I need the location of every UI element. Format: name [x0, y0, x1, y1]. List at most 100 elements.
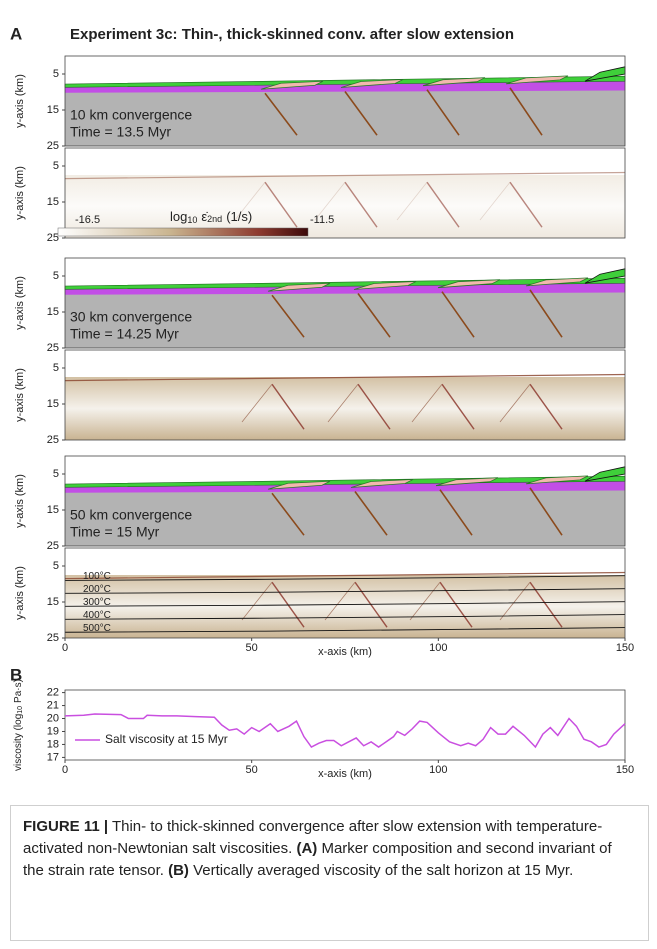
strain-field — [65, 377, 625, 440]
y-axis-label-part: 10 — [17, 706, 24, 714]
y-tick-label: 25 — [47, 632, 59, 644]
shear-band — [324, 581, 356, 621]
y-tick-label: 18 — [47, 738, 59, 750]
shear-band — [499, 383, 531, 423]
shear-band — [271, 383, 305, 430]
shear-band — [529, 383, 563, 430]
shear-band — [396, 181, 428, 221]
panel-annotation: Time = 14.25 Myr — [70, 326, 179, 342]
colorbar-label-part: (1/s) — [226, 209, 252, 224]
colorbar-min: -16.5 — [75, 214, 100, 226]
basement — [65, 488, 625, 546]
y-tick-label: 25 — [47, 232, 59, 244]
plot-frame — [64, 689, 626, 761]
y-tick-label: 25 — [47, 540, 59, 552]
panel-label: B — [10, 665, 22, 684]
shear-band — [241, 383, 273, 423]
shear-band — [509, 181, 543, 228]
fault — [529, 289, 563, 338]
thrust-wedge — [525, 277, 589, 287]
isotherm — [64, 575, 626, 581]
y-tick-label: 15 — [47, 504, 59, 516]
fault — [344, 91, 378, 136]
y-axis-label: y-axis (km) — [14, 368, 26, 422]
y-axis-label-part: Pa·s) — [13, 679, 24, 703]
y-tick-label: 15 — [47, 596, 59, 608]
isotherm — [64, 614, 626, 620]
subpanel-frame — [64, 147, 626, 239]
shear-band — [409, 581, 441, 621]
isotherm-label: 500°C — [83, 623, 111, 634]
y-tick-label: 20 — [47, 712, 59, 724]
shear-band — [314, 181, 346, 221]
y-tick-label: 5 — [53, 560, 59, 572]
y-tick-label: 5 — [53, 68, 59, 80]
fault — [271, 492, 305, 536]
thrust-wedge — [267, 480, 331, 490]
fault — [354, 491, 388, 536]
basement — [65, 290, 625, 348]
y-tick-label: 15 — [47, 398, 59, 410]
caption-ref: (B) — [168, 862, 189, 879]
y-tick-label: 15 — [47, 196, 59, 208]
y-tick-label: 15 — [47, 306, 59, 318]
colorbar-label: log10 ε̇2nd (1/s) — [170, 209, 252, 225]
isotherm — [64, 601, 626, 607]
fault — [441, 291, 475, 338]
x-axis-label: x-axis (km) — [318, 646, 372, 658]
shear-band — [439, 581, 473, 628]
panel-annotation: 50 km convergence — [70, 507, 192, 523]
subpanel-frame — [64, 55, 626, 147]
panel-title: Experiment 3c: Thin-, thick-skinned conv… — [70, 26, 514, 43]
thrust-wedge — [267, 282, 331, 292]
caption-text: Marker composition and second invariant … — [23, 840, 612, 879]
shear-band — [426, 181, 460, 228]
colorbar-max: -11.5 — [310, 214, 334, 226]
fault — [439, 489, 473, 536]
subpanel-frame — [64, 455, 626, 547]
x-axis-label: x-axis (km) — [318, 768, 372, 780]
colorbar-label-part: log — [170, 209, 187, 224]
caption-label: FIGURE 11 | — [23, 818, 109, 835]
thrust-wedge — [437, 279, 501, 289]
y-tick-label: 5 — [53, 468, 59, 480]
y-tick-label: 19 — [47, 725, 59, 737]
shear-band — [411, 383, 443, 423]
shear-band — [441, 383, 475, 430]
y-axis-label: y-axis (km) — [14, 166, 26, 220]
colorbar — [57, 227, 309, 237]
thrust-wedge — [505, 75, 569, 85]
isotherm — [64, 588, 626, 594]
fault — [264, 92, 298, 136]
thrust-wedge — [353, 281, 417, 290]
panel-annotation: Time = 15 Myr — [70, 524, 160, 540]
caption: FIGURE 11 | Thin- to thick-skinned conve… — [10, 805, 649, 941]
x-tick-label: 150 — [616, 642, 634, 654]
thrust-wedge — [350, 479, 414, 488]
basement — [65, 88, 625, 146]
thrust-wedge — [340, 79, 404, 88]
shear-band — [344, 181, 378, 228]
x-tick-label: 0 — [62, 764, 68, 776]
y-tick-label: 21 — [47, 699, 59, 711]
subpanel-frame — [64, 547, 626, 639]
y-tick-label: 25 — [47, 342, 59, 354]
x-tick-label: 50 — [246, 764, 258, 776]
panel-annotation: 30 km convergence — [70, 309, 192, 325]
subpanel-frame — [64, 257, 626, 349]
isotherm-label: 400°C — [83, 610, 111, 621]
x-tick-label: 100 — [429, 764, 447, 776]
y-axis-label: y-axis (km) — [14, 566, 26, 620]
y-axis-label: y-axis (km) — [14, 74, 26, 128]
shear-band — [479, 181, 511, 221]
colorbar-label-part: 2nd — [207, 214, 222, 224]
y-tick-label: 15 — [47, 104, 59, 116]
y-tick-label: 25 — [47, 140, 59, 152]
shear-band — [241, 581, 273, 621]
legend-label: Salt viscosity at 15 Myr — [105, 732, 228, 746]
fault — [509, 87, 543, 136]
fault — [529, 487, 563, 536]
thrust-wedge — [422, 77, 486, 87]
y-tick-label: 5 — [53, 362, 59, 374]
